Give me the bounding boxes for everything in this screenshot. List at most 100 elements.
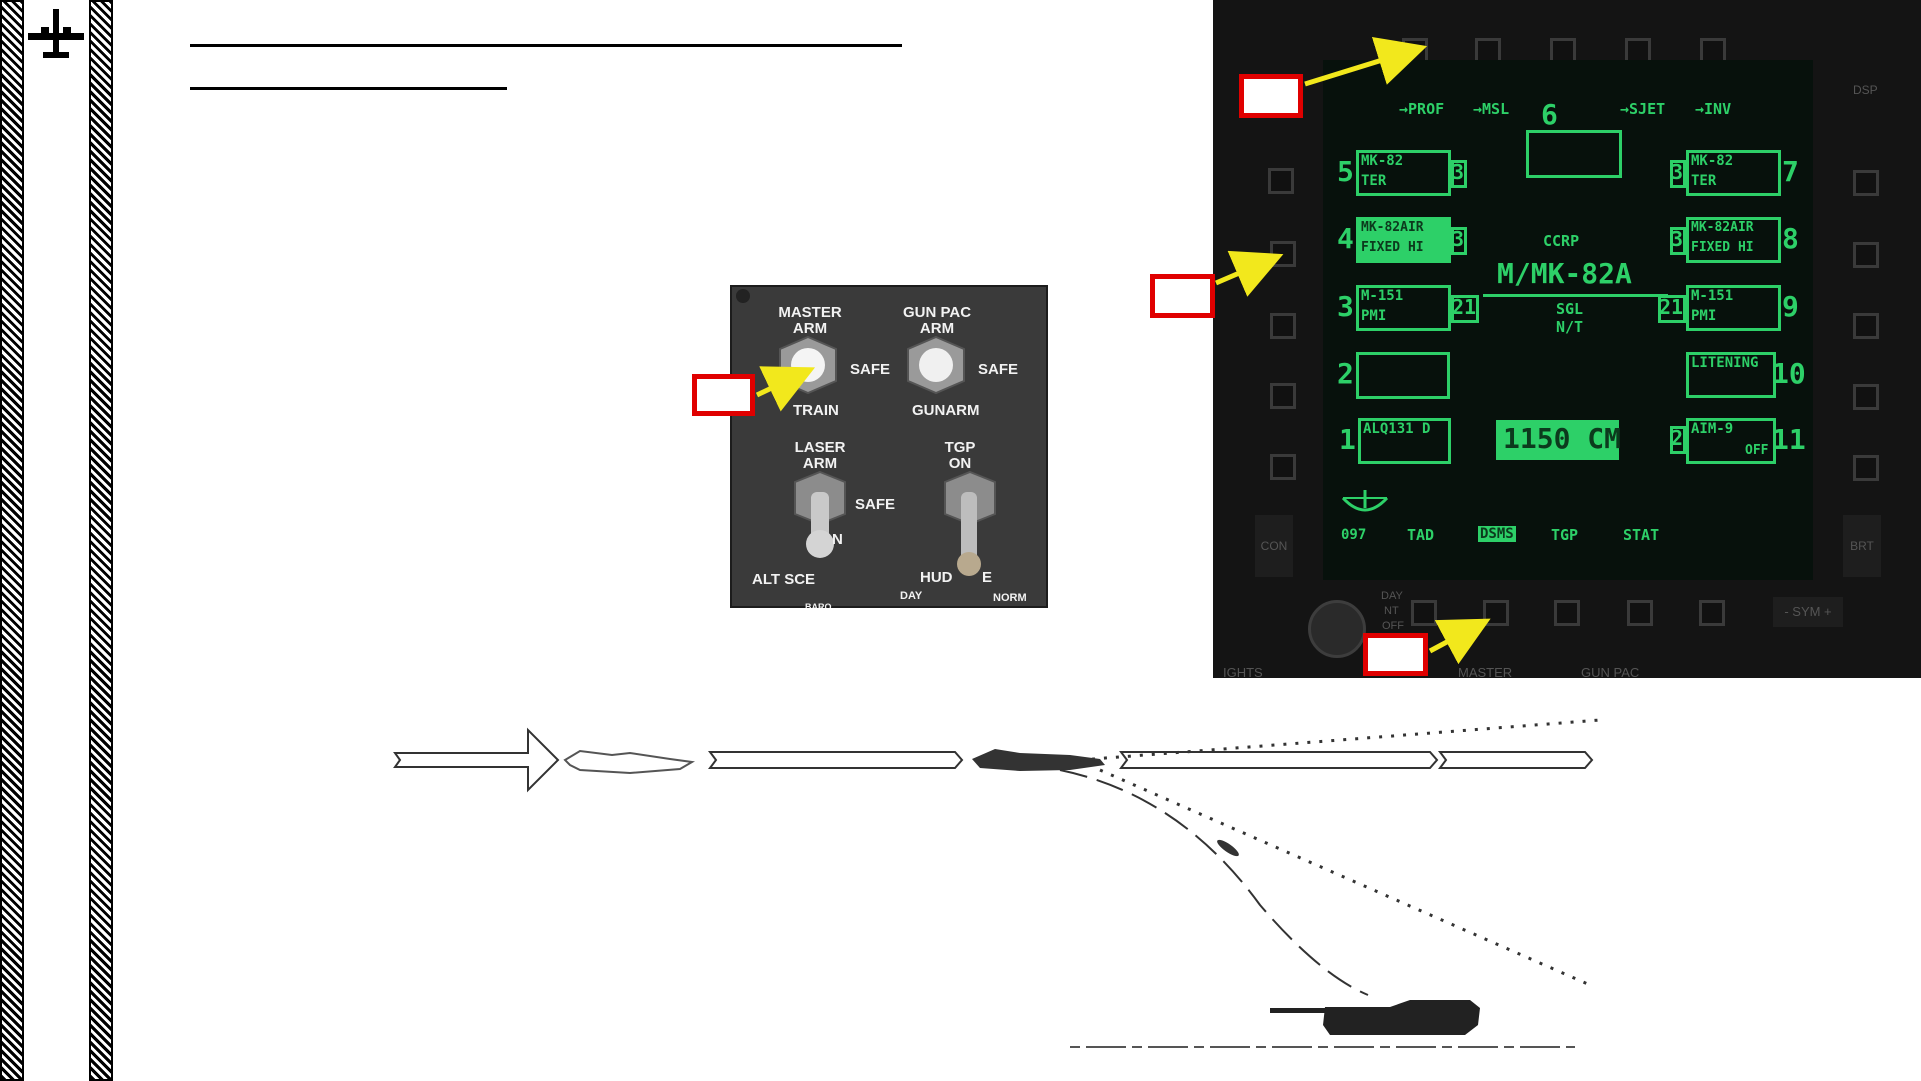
heading-097: 097: [1341, 527, 1367, 543]
station-3-count-box: [1451, 295, 1479, 323]
station-3-box: [1356, 285, 1451, 331]
side-dim-right[interactable]: BRT: [1843, 515, 1881, 577]
chaff-box: [1496, 420, 1619, 460]
osb-left-3[interactable]: [1270, 313, 1296, 339]
aircraft-outline: [563, 749, 696, 775]
station-7-box: [1686, 150, 1781, 196]
hud-label: HUD: [920, 569, 953, 586]
arrow-left-osb: [1215, 250, 1284, 297]
station-8-box: [1686, 217, 1781, 263]
station-7-line2: TER: [1691, 173, 1717, 189]
tab-tgp[interactable]: TGP: [1551, 526, 1579, 544]
gun-pac-arm-switch[interactable]: [900, 335, 972, 395]
tab-dsms[interactable]: DSMS: [1478, 526, 1516, 542]
station-9-count: 21: [1659, 295, 1684, 319]
panel-screw: [736, 289, 750, 303]
station-4-box-selected: [1356, 217, 1451, 263]
callout-box-top-osb: [1239, 74, 1303, 118]
arrow-1: [393, 727, 560, 793]
station-8-number: 8: [1782, 222, 1799, 255]
station-9-line1: M-151: [1691, 288, 1734, 304]
below-label-gun-pac: GUN PAC: [1581, 665, 1640, 678]
tab-stat[interactable]: STAT: [1623, 526, 1660, 544]
osb-right-2[interactable]: [1853, 242, 1879, 268]
brt-label: BRT: [1850, 539, 1874, 553]
boat-icon: [1339, 488, 1391, 518]
arrow-3: [1119, 751, 1439, 769]
station-10-number: 10: [1772, 357, 1806, 390]
con-label: CON: [1260, 539, 1288, 553]
station-5-count-box: [1451, 160, 1467, 188]
chaff-count: 1150 CM: [1503, 422, 1622, 455]
osb-right-4[interactable]: [1853, 384, 1879, 410]
osb-bottom-5[interactable]: [1699, 600, 1725, 626]
laser-arm-switch[interactable]: [785, 470, 855, 565]
station-2-number: 2: [1337, 357, 1354, 390]
station-1-box: [1358, 418, 1451, 464]
osb-top-3[interactable]: [1550, 38, 1576, 64]
mfcd-screen: →PROF →MSL 6 →SJET →INV 5 4 3 2 1 7 8 9 …: [1323, 60, 1813, 580]
osb-bottom-4[interactable]: [1627, 600, 1653, 626]
arrow-top-osb: [1304, 37, 1428, 87]
station-7-line1: MK-82: [1691, 153, 1734, 169]
station-11-box: [1686, 418, 1776, 464]
station-4-count-box: [1451, 227, 1467, 255]
station-6-number: 6: [1541, 98, 1558, 131]
sym-rocker[interactable]: - SYM +: [1773, 597, 1843, 627]
master-arm-label: MASTER ARM: [778, 304, 842, 337]
safe-label-3: SAFE: [855, 496, 896, 513]
osb-right-5[interactable]: [1853, 455, 1879, 481]
tab-tad[interactable]: TAD: [1407, 526, 1435, 544]
norm-label: NORM: [993, 592, 1027, 604]
station-4-line1: MK-82AIR: [1361, 220, 1424, 235]
station-5-line1: MK-82: [1361, 153, 1404, 169]
osb-top-2[interactable]: [1475, 38, 1501, 64]
osb-left-5[interactable]: [1270, 454, 1296, 480]
station-8-count-box: [1670, 227, 1686, 255]
station-9-line2: PMI: [1691, 308, 1717, 324]
flight-path-dotted: [1079, 718, 1601, 762]
aircraft-icon: [25, 5, 87, 63]
station-11-count: 2: [1671, 426, 1684, 450]
tank: [1323, 1000, 1480, 1035]
station-8-line1: MK-82AIR: [1691, 220, 1754, 235]
bottom-dim-off: OFF: [1382, 620, 1404, 632]
station-11-line2: OFF: [1745, 443, 1769, 458]
osb-right-1[interactable]: [1853, 170, 1879, 196]
day-nt-off-knob[interactable]: [1308, 600, 1366, 658]
station-8-count: 3: [1671, 227, 1684, 251]
release-nt: N/T: [1556, 318, 1584, 336]
station-4-count: 3: [1452, 227, 1465, 251]
callout-box-master-arm: [692, 374, 755, 416]
osb-left-1[interactable]: [1268, 168, 1294, 194]
station-5-count: 3: [1452, 160, 1465, 184]
station-3-count: 21: [1452, 295, 1477, 319]
osb-right-3[interactable]: [1853, 313, 1879, 339]
tgp-switch[interactable]: [935, 470, 1005, 580]
osb-bottom-3[interactable]: [1554, 600, 1580, 626]
osb-bottom-1[interactable]: [1411, 600, 1437, 626]
alt-sce-label: ALT SCE: [752, 571, 816, 588]
aircraft-silhouette: [972, 749, 1105, 771]
station-10-line1: LITENING: [1691, 355, 1759, 371]
station-2-box: [1356, 352, 1450, 399]
osb-left-4[interactable]: [1270, 383, 1296, 409]
profile-underline: [1483, 294, 1668, 297]
arrow-4: [1438, 751, 1594, 769]
bomb: [1217, 839, 1239, 857]
top-label-inv: →INV: [1695, 100, 1732, 118]
station-3-line1: M-151: [1361, 288, 1404, 304]
station-7-count-box: [1670, 160, 1686, 188]
bottom-dim-nt: NT: [1384, 605, 1399, 617]
left-border-bar: [0, 0, 24, 1081]
gunarm-label: GUNARM: [912, 402, 980, 419]
station-1-number: 1: [1339, 423, 1356, 456]
safe-label-1: SAFE: [850, 361, 891, 378]
arrow-master-arm: [755, 366, 816, 412]
station-11-count-box: [1670, 426, 1686, 454]
station-4-number: 4: [1337, 222, 1354, 255]
mode-ccrp: CCRP: [1543, 232, 1580, 250]
side-dim-left[interactable]: CON: [1255, 515, 1293, 577]
top-label-prof: →PROF: [1399, 100, 1445, 118]
